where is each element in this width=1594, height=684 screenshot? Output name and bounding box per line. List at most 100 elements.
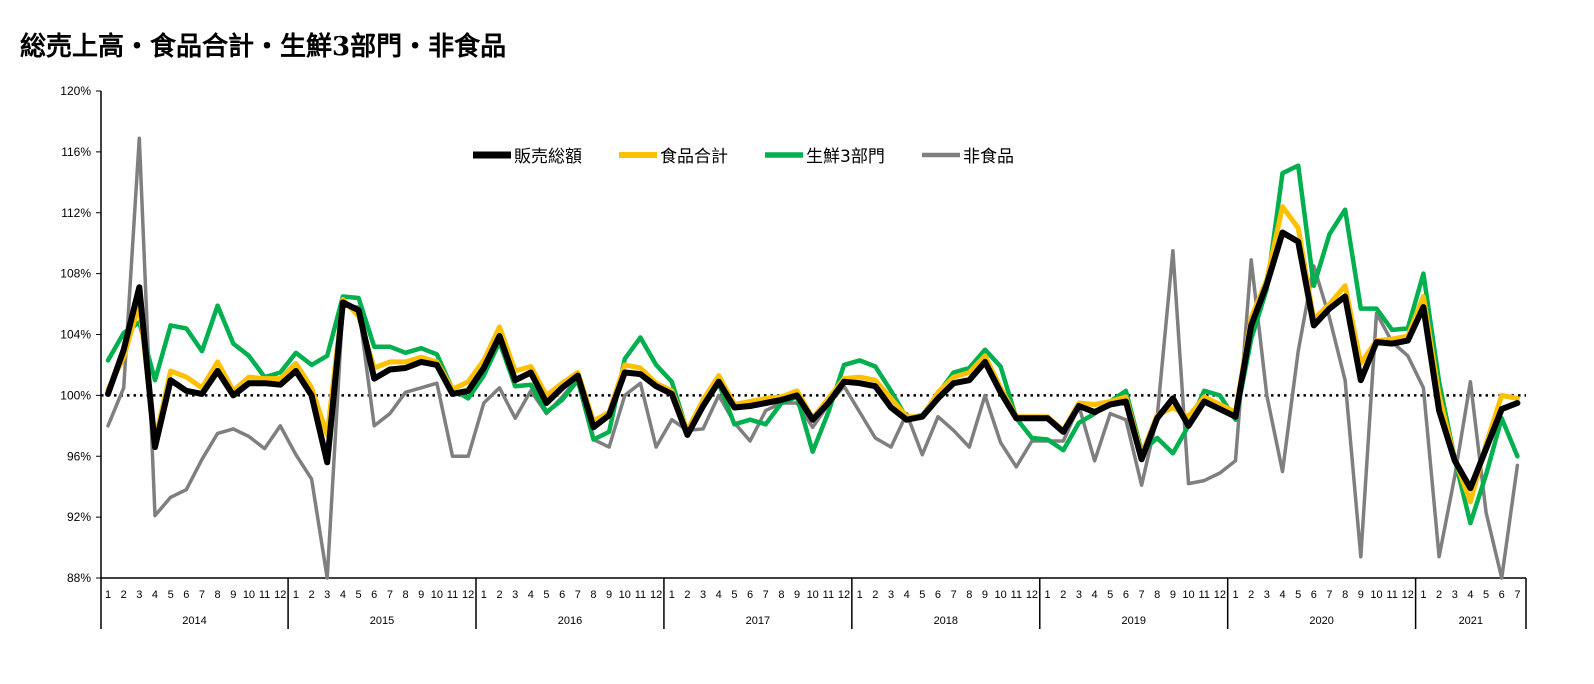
- x-month-label: 5: [168, 589, 174, 601]
- legend-label: 非食品: [963, 147, 1014, 167]
- x-month-label: 11: [635, 589, 646, 601]
- x-year-label: 2020: [1309, 615, 1333, 627]
- x-month-label: 9: [606, 589, 612, 601]
- y-tick-label: 92%: [67, 510, 91, 524]
- x-month-label: 3: [324, 589, 330, 601]
- x-month-label: 3: [1452, 589, 1458, 601]
- x-month-label: 3: [700, 589, 706, 601]
- x-month-label: 7: [951, 589, 957, 601]
- x-month-label: 8: [215, 589, 221, 601]
- x-month-label: 3: [1264, 589, 1270, 601]
- x-month-label: 5: [919, 589, 925, 601]
- x-year-label: 2014: [182, 615, 206, 627]
- x-month-label: 3: [512, 589, 518, 601]
- x-month-label: 6: [183, 589, 189, 601]
- x-month-label: 8: [1342, 589, 1348, 601]
- x-month-label: 3: [1076, 589, 1082, 601]
- x-month-label: 1: [481, 589, 487, 601]
- x-month-label: 1: [105, 589, 111, 601]
- x-month-label: 2: [1436, 589, 1442, 601]
- x-month-label: 7: [1326, 589, 1332, 601]
- x-month-label: 5: [731, 589, 737, 601]
- x-year-label: 2017: [746, 615, 770, 627]
- x-month-label: 10: [994, 589, 1006, 601]
- legend-label: 食品合計: [660, 147, 728, 167]
- x-month-label: 3: [136, 589, 142, 601]
- series-layer: [105, 136, 1521, 580]
- x-month-label: 4: [716, 589, 722, 601]
- x-month-label: 4: [1092, 589, 1098, 601]
- x-month-label: 11: [1198, 589, 1209, 601]
- x-year-label: 2019: [1121, 615, 1145, 627]
- x-month-label: 12: [274, 589, 286, 601]
- legend-label: 生鮮3部門: [806, 147, 885, 167]
- y-tick-label: 120%: [60, 84, 91, 98]
- x-month-label: 8: [1154, 589, 1160, 601]
- x-month-label: 6: [747, 589, 753, 601]
- x-month-label: 12: [1214, 589, 1226, 601]
- x-month-label: 6: [1499, 589, 1505, 601]
- x-month-label: 10: [243, 589, 255, 601]
- x-month-label: 6: [1311, 589, 1317, 601]
- x-month-label: 2: [309, 589, 315, 601]
- x-month-label: 6: [559, 589, 565, 601]
- x-month-label: 11: [447, 589, 458, 601]
- x-month-label: 10: [431, 589, 443, 601]
- x-month-label: 6: [371, 589, 377, 601]
- legend-label: 販売総額: [514, 147, 582, 167]
- x-month-label: 12: [650, 589, 662, 601]
- x-month-label: 1: [1045, 589, 1051, 601]
- x-month-label: 11: [1011, 589, 1022, 601]
- x-month-label: 12: [1402, 589, 1414, 601]
- x-month-label: 3: [888, 589, 894, 601]
- x-month-label: 7: [199, 589, 205, 601]
- x-month-label: 9: [794, 589, 800, 601]
- y-tick-label: 88%: [67, 571, 91, 585]
- x-month-label: 7: [575, 589, 581, 601]
- x-month-label: 4: [528, 589, 534, 601]
- x-year-label: 2018: [934, 615, 958, 627]
- x-month-label: 9: [418, 589, 424, 601]
- x-month-label: 10: [1370, 589, 1382, 601]
- legend: 販売総額 食品合計 生鮮3部門 非食品: [473, 147, 1014, 167]
- x-month-label: 9: [230, 589, 236, 601]
- x-month-label: 6: [1123, 589, 1129, 601]
- x-month-label: 1: [1232, 589, 1238, 601]
- series-line-3: [105, 163, 1520, 526]
- y-tick-label: 96%: [67, 449, 91, 463]
- x-month-label: 7: [1514, 589, 1520, 601]
- x-month-label: 11: [823, 589, 834, 601]
- x-month-label: 9: [1358, 589, 1364, 601]
- x-month-label: 11: [259, 589, 270, 601]
- x-month-label: 8: [966, 589, 972, 601]
- x-month-label: 12: [838, 589, 850, 601]
- x-month-label: 7: [1138, 589, 1144, 601]
- x-month-label: 4: [904, 589, 910, 601]
- x-month-label: 8: [778, 589, 784, 601]
- x-year-label: 2021: [1459, 615, 1483, 627]
- x-month-label: 10: [807, 589, 819, 601]
- x-month-label: 5: [1483, 589, 1489, 601]
- x-month-label: 2: [1060, 589, 1066, 601]
- x-year-label: 2016: [558, 615, 582, 627]
- x-month-label: 7: [387, 589, 393, 601]
- x-month-label: 2: [872, 589, 878, 601]
- x-month-label: 9: [982, 589, 988, 601]
- x-month-label: 8: [402, 589, 408, 601]
- y-tick-label: 108%: [60, 267, 91, 281]
- y-tick-label: 112%: [61, 206, 91, 220]
- x-month-label: 10: [619, 589, 631, 601]
- x-month-label: 5: [1295, 589, 1301, 601]
- x-month-label: 11: [1386, 589, 1397, 601]
- x-month-label: 10: [1182, 589, 1194, 601]
- x-month-label: 1: [293, 589, 299, 601]
- x-month-label: 4: [152, 589, 158, 601]
- x-month-label: 5: [1107, 589, 1113, 601]
- x-month-label: 4: [340, 589, 346, 601]
- x-month-label: 12: [462, 589, 474, 601]
- x-month-label: 2: [684, 589, 690, 601]
- x-month-label: 2: [121, 589, 127, 601]
- x-month-label: 5: [543, 589, 549, 601]
- x-month-label: 1: [857, 589, 863, 601]
